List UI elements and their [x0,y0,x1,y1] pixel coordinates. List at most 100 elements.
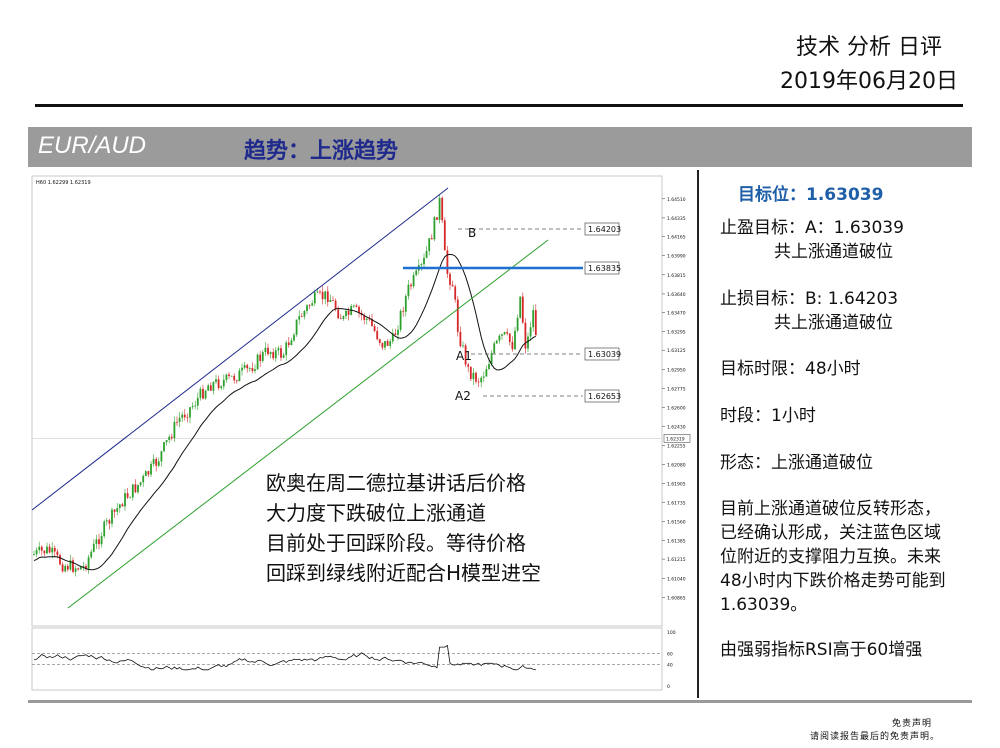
candle-body [449,273,451,285]
candle-body [324,291,327,300]
candle-body [368,318,371,320]
summary-line: 目前上涨通道破位反转形态， [720,499,941,519]
chart-header-text: H60 1.62299 1.62319 [36,180,91,186]
y-tick-label: 1.64510 [667,197,686,203]
candle-body [285,342,288,356]
candle-body [61,564,64,572]
candle-body [345,310,347,317]
candle-body [72,560,74,572]
candle-body [488,364,490,370]
candle-body [246,365,249,369]
disclaimer-title: 免责声明 [891,719,932,729]
candle-body [163,442,165,452]
candle-body [225,374,228,380]
chart-svg: H60 1.62299 1.62319 1.64510 1.64335 1.64165… [31,175,691,691]
candle-body [272,352,275,359]
candle-body [290,340,293,346]
candle-body [87,557,90,569]
candle-body [121,504,124,507]
y-tick-label: 1.63815 [667,273,686,279]
report-date: 2019年06月20日 [780,69,958,94]
candle-body [56,551,59,556]
candle-body [254,369,256,372]
candle-body [410,284,412,287]
candle-body [222,379,225,387]
disclaimer-text: 请阅读报告最后的免责声明。 [809,732,940,742]
candle-body [443,220,446,251]
candle-body [407,284,410,297]
candle-body [38,546,41,550]
bottom-divider [28,700,972,703]
y-tick-label: 1.62600 [667,406,686,412]
candle-body [191,406,194,408]
candle-body [430,238,433,240]
candle-body [137,484,139,493]
y-tick-label: 1.61735 [667,500,686,506]
candle-body [251,368,254,372]
candle-body [220,386,223,389]
candle-body [329,299,332,302]
annotation-line: 目前处于回踩阶段。等待价格 [266,531,526,555]
candle-body [436,217,438,220]
candle-body [264,347,267,353]
candle-body [95,539,98,544]
candle-body [256,354,259,370]
candle-body [428,238,431,251]
candle-body [326,291,329,302]
candle-body [337,309,340,319]
candle-body [204,390,207,399]
candle-body [402,310,405,312]
y-tick-label: 1.61385 [667,539,686,545]
candle-body [233,375,236,381]
level-b-tag: B [468,226,476,240]
level-a1-tag: A1 [456,349,472,363]
candle-body [277,348,280,351]
summary-line: 位附近的支撑阻力互换。未来 [720,547,941,567]
candle-body [196,397,199,406]
currency-pair: EUR/AUD [38,132,147,159]
level-blue-value: 1.63835 [588,264,621,273]
candle-body [378,339,381,343]
candle-body [493,343,496,354]
candle-body [319,291,321,293]
candle-body [207,385,210,391]
candle-body [503,332,506,335]
candle-body [178,417,181,422]
candle-body [467,364,470,367]
y-tick-label: 1.62950 [667,367,686,373]
candle-body [147,471,150,475]
candle-body [105,520,108,522]
pattern: 形态：上涨通道破位 [720,453,873,473]
y-tick-label: 1.63125 [667,348,686,354]
candle-body [118,504,121,509]
candle-body [423,257,425,265]
candle-body [498,335,501,341]
candle-body [160,451,163,462]
candle-body [308,305,311,307]
summary-line: 1.63039。 [720,595,808,615]
candle-body [66,565,69,570]
candle-body [514,330,516,350]
candle-body [111,509,113,524]
candle-body [139,482,142,485]
candle-body [269,352,272,355]
candle-body [475,372,477,382]
y-tick-label: 1.61905 [667,482,686,488]
candle-body [480,377,483,383]
candles [33,194,537,577]
candle-body [209,385,212,391]
candle-body [381,342,384,348]
candle-body [77,568,80,570]
level-a1-box [584,347,620,361]
y-tick-label: 1.64335 [667,216,686,222]
candle-body [433,217,436,240]
candle-body [451,284,454,287]
level-b-value: 1.64203 [588,225,621,234]
candle-body [389,341,392,346]
y-tick-label: 1.64165 [667,234,686,240]
candle-body [404,296,407,312]
candle-body [394,333,397,335]
candle-body [399,310,402,330]
candle-body [280,348,282,358]
candle-body [173,421,176,439]
